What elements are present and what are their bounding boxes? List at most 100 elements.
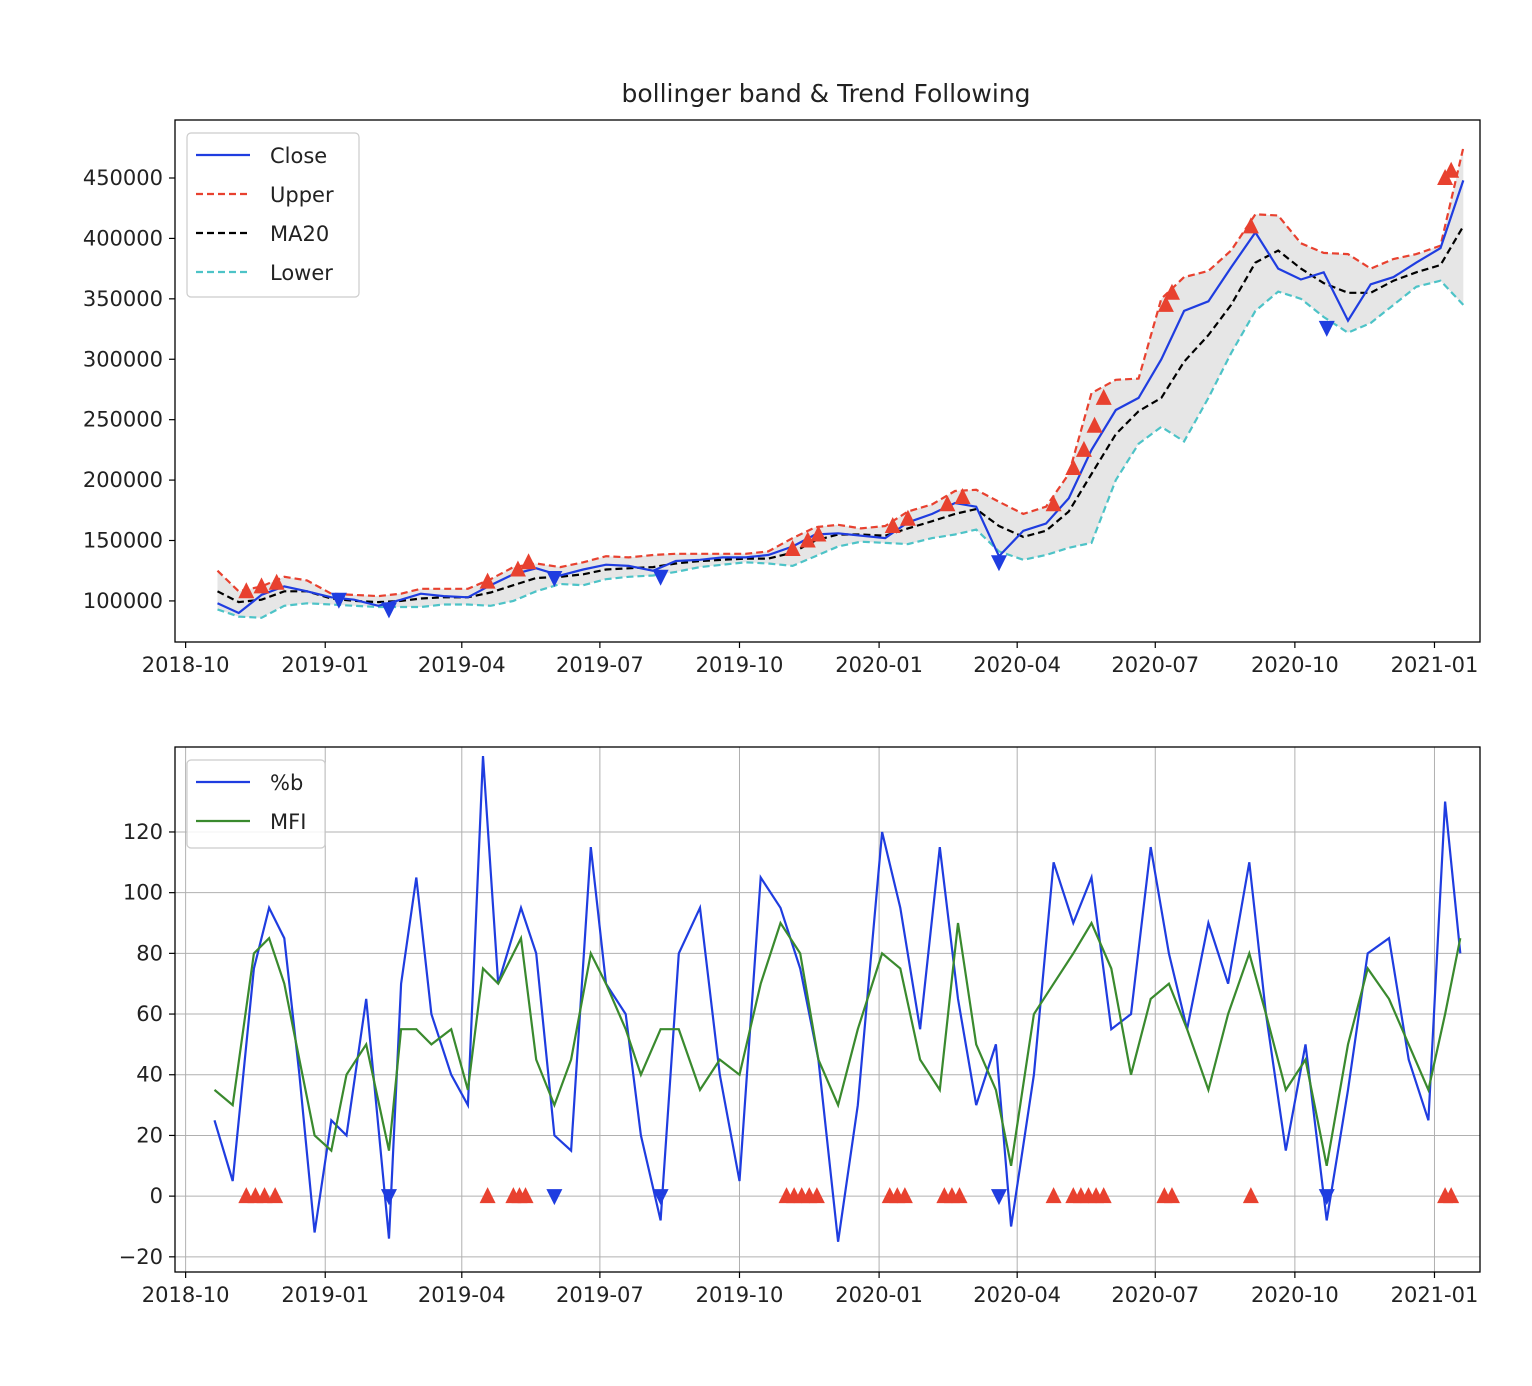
plot-frame xyxy=(174,119,1481,643)
buy-signal-marker xyxy=(884,517,901,533)
y-tick-label: 60 xyxy=(136,1002,163,1026)
indicator-chart-panel: 2018-10 2019-01 2019-04 2019-07 2019-10 2020-… xyxy=(119,746,1481,1307)
legend-label: %b xyxy=(270,771,303,795)
plot-frame xyxy=(174,746,1481,1273)
sell-signal-marker xyxy=(546,570,563,587)
buy-signal-marker xyxy=(799,531,816,548)
y-tick-label: 150000 xyxy=(83,529,163,553)
series-line-b xyxy=(213,756,1462,1242)
buy-signal-marker xyxy=(951,1187,968,1204)
buy-signal-marker xyxy=(1045,1187,1062,1204)
buy-signal-marker xyxy=(1075,440,1092,457)
legend-label: MFI xyxy=(270,810,306,834)
legend-box xyxy=(186,759,326,849)
buy-signal-marker xyxy=(253,577,270,594)
buy-signal-marker xyxy=(267,1187,284,1204)
buy-signal-marker xyxy=(479,1187,496,1204)
buy-signal-marker xyxy=(256,1187,273,1204)
legend-label: MA20 xyxy=(270,222,329,246)
chart-title: bollinger band & Trend Following xyxy=(621,79,1030,108)
series-line-upper xyxy=(216,147,1465,598)
buy-signal-marker xyxy=(509,560,526,577)
x-tick-label: 2019-04 xyxy=(418,1283,506,1307)
x-tick-label: 2019-10 xyxy=(696,653,784,677)
buy-signal-marker xyxy=(896,1187,913,1204)
sell-signal-marker xyxy=(990,555,1007,572)
y-tick-label: 0 xyxy=(150,1184,163,1208)
x-tick-label: 2018-10 xyxy=(142,653,230,677)
price-chart-panel: 2018-10 2019-01 2019-04 2019-07 2019-10 2020-… xyxy=(83,119,1481,677)
x-tick-label: 2020-10 xyxy=(1251,1283,1339,1307)
sell-signal-marker xyxy=(1318,1189,1335,1206)
sell-signal-marker xyxy=(380,602,397,619)
series-line-mfi xyxy=(213,920,1462,1167)
legend-label: Lower xyxy=(270,261,333,285)
buy-signal-marker xyxy=(268,573,285,590)
y-tick-label: 300000 xyxy=(83,347,163,371)
legend-box xyxy=(186,132,360,298)
x-tick-label: 2021-01 xyxy=(1391,1283,1479,1307)
x-tick-label: 2019-10 xyxy=(696,1283,784,1307)
buy-signal-marker xyxy=(808,1187,825,1204)
y-tick-label: 200000 xyxy=(83,468,163,492)
sell-signal-marker xyxy=(652,569,669,586)
x-tick-label: 2019-01 xyxy=(281,1283,369,1307)
legend-label: Close xyxy=(270,144,327,168)
y-tick-label: 450000 xyxy=(83,166,163,190)
x-tick-label: 2019-04 xyxy=(418,653,506,677)
buy-signal-marker xyxy=(1095,1187,1112,1204)
y-tick-label: 40 xyxy=(136,1063,163,1087)
series-line-ma20 xyxy=(217,225,1465,604)
buy-signal-marker xyxy=(1443,161,1460,178)
x-tick-label: 2020-07 xyxy=(1111,1283,1199,1307)
buy-signal-marker xyxy=(810,525,827,542)
buy-signal-marker xyxy=(939,495,956,512)
legend-label: Upper xyxy=(270,183,334,207)
buy-signal-marker xyxy=(1242,217,1259,234)
y-tick-label: −20 xyxy=(119,1245,163,1269)
buy-signal-marker xyxy=(1045,495,1062,512)
buy-signal-marker xyxy=(1242,1187,1259,1204)
buy-signal-marker xyxy=(1095,388,1112,405)
sell-signal-marker xyxy=(380,1189,397,1206)
buy-signal-marker xyxy=(1163,283,1180,300)
legend: %b MFI xyxy=(186,759,326,849)
sell-signal-marker xyxy=(990,1189,1007,1206)
sell-signal-marker xyxy=(546,1189,563,1206)
buy-signal-marker xyxy=(1443,1187,1460,1204)
x-tick-label: 2021-01 xyxy=(1391,653,1479,677)
buy-signal-marker xyxy=(899,509,916,526)
y-tick-label: 80 xyxy=(136,941,163,965)
buy-signal-marker xyxy=(1157,295,1174,312)
y-tick-label: 120 xyxy=(123,820,163,844)
x-tick-label: 2018-10 xyxy=(142,1283,230,1307)
band-fill xyxy=(217,147,1464,618)
y-tick-label: 100 xyxy=(123,881,163,905)
x-tick-label: 2020-04 xyxy=(973,1283,1061,1307)
x-tick-label: 2020-01 xyxy=(835,653,923,677)
x-tick-label: 2019-07 xyxy=(556,1283,644,1307)
x-tick-label: 2020-04 xyxy=(973,653,1061,677)
buy-signal-marker xyxy=(1163,1187,1180,1204)
y-tick-label: 100000 xyxy=(83,589,163,613)
buy-signal-marker xyxy=(954,488,971,504)
sell-signal-marker xyxy=(1318,320,1335,337)
buy-signal-marker xyxy=(517,1187,534,1204)
x-tick-label: 2019-07 xyxy=(556,653,644,677)
buy-signal-marker xyxy=(1065,459,1082,475)
buy-signal-marker xyxy=(238,582,255,599)
buy-signal-marker xyxy=(520,553,537,570)
buy-signal-marker xyxy=(1086,416,1103,433)
x-tick-label: 2020-01 xyxy=(835,1283,923,1307)
series-line-lower xyxy=(217,279,1465,619)
legend: Close Upper MA20 Lower xyxy=(186,132,360,298)
sell-signal-marker xyxy=(330,592,347,609)
sell-signal-marker xyxy=(652,1189,669,1206)
x-tick-label: 2019-01 xyxy=(281,653,369,677)
y-tick-label: 250000 xyxy=(83,408,163,432)
y-tick-label: 350000 xyxy=(83,287,163,311)
buy-signal-marker xyxy=(479,572,496,589)
x-tick-label: 2020-07 xyxy=(1111,653,1199,677)
x-tick-label: 2020-10 xyxy=(1251,653,1339,677)
